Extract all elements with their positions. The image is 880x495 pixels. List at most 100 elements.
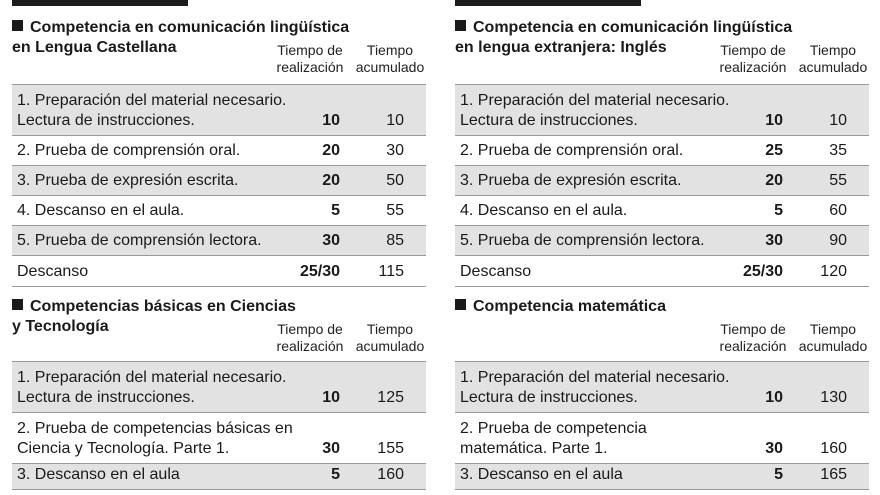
table-row: 1. Preparación del material necesario. Le… (455, 84, 869, 135)
row-label: 3. Descanso en el aula (17, 465, 307, 485)
row-label-line: 4. Descanso en el aula. (460, 202, 628, 219)
row-tiempo-realizacion: 5 (331, 466, 340, 483)
row-tiempo-acumulado: 160 (377, 466, 404, 483)
row-label-line: Lectura de instrucciones. (460, 112, 638, 129)
table-row: 1. Preparación del material necesario. Le… (12, 84, 426, 135)
row-label: 2. Prueba de comprensión oral. (17, 141, 307, 161)
row-label-line: 1. Preparación del material necesario. (460, 369, 730, 386)
column-header-line: acumulado (355, 59, 425, 75)
row-tiempo-realizacion: 30 (322, 232, 340, 249)
row-label: 2. Prueba de competencia matemática. Part… (460, 419, 750, 459)
row-tiempo-realizacion: 25/30 (299, 263, 340, 280)
table-row: 3. Prueba de expresión escrita. 20 50 (12, 165, 426, 195)
row-label-line: 3. Descanso en el aula (460, 466, 623, 483)
section-title-line1: Competencia en comunicación lingüística (30, 19, 350, 36)
row-label: 1. Preparación del material necesario. Le… (17, 91, 307, 131)
row-tiempo-realizacion: 30 (765, 232, 783, 249)
section-title-line2: en lengua extranjera: Inglés (455, 39, 667, 56)
column-header-tiempo-acumulado: Tiempo acumulado (795, 321, 871, 355)
table-row: 2. Prueba de comprensión oral. 20 30 (12, 135, 426, 165)
column-header-tiempo-realizacion: Tiempo de realización (270, 42, 350, 76)
row-label-line: Ciencia y Tecnología. Parte 1. (17, 440, 230, 457)
row-label-line: 1. Preparación del material necesario. (17, 92, 287, 109)
column-header-line: realización (719, 338, 787, 354)
row-label: 3. Prueba de expresión escrita. (460, 171, 750, 191)
row-tiempo-realizacion: 20 (322, 172, 340, 189)
row-label-line: 5. Prueba de comprensión lectora. (460, 232, 705, 249)
section-matematica: Competencia matemática Tiempo de realizaci… (455, 297, 869, 490)
table-row: 2. Prueba de competencia matemática. Part… (455, 412, 869, 463)
table-row: 2. Prueba de competencias básicas en Cien… (12, 412, 426, 463)
row-tiempo-realizacion: 10 (322, 112, 340, 129)
column-header-tiempo-realizacion: Tiempo de realización (713, 321, 793, 355)
section-title-line2: y Tecnología (12, 318, 109, 335)
row-tiempo-realizacion: 10 (322, 389, 340, 406)
row-label: 1. Preparación del material necesario. Le… (460, 91, 750, 131)
table-row: 3. Descanso en el aula 5 165 (455, 463, 869, 490)
row-tiempo-realizacion: 30 (322, 440, 340, 457)
row-tiempo-acumulado: 55 (829, 172, 847, 189)
day-header-bar (455, 0, 641, 6)
row-label: 2. Prueba de comprensión oral. (460, 141, 750, 161)
row-label-line: 3. Descanso en el aula (17, 466, 180, 483)
row-label: 3. Descanso en el aula (460, 465, 750, 485)
column-header-line: Tiempo (366, 321, 414, 337)
bullet-square-icon (12, 20, 23, 31)
row-label: Descanso (460, 262, 750, 282)
row-tiempo-acumulado: 10 (386, 112, 404, 129)
row-tiempo-acumulado: 165 (820, 466, 847, 483)
section-title-line1: Competencia en comunicación lingüística (473, 19, 793, 36)
row-label-line: 1. Preparación del material necesario. (460, 92, 730, 109)
row-label: 4. Descanso en el aula. (17, 201, 307, 221)
row-label-line: matemática. Parte 1. (460, 440, 608, 457)
column-header-line: Tiempo (366, 42, 414, 58)
row-tiempo-acumulado: 85 (386, 232, 404, 249)
row-label: 1. Preparación del material necesario. Le… (460, 368, 750, 408)
row-label-line: 2. Prueba de comprensión oral. (460, 142, 684, 159)
section-title-line2: en Lengua Castellana (12, 39, 177, 56)
bullet-square-icon (12, 299, 23, 310)
row-tiempo-acumulado: 115 (378, 263, 404, 280)
row-tiempo-acumulado: 35 (829, 142, 847, 159)
table-row: 2. Prueba de comprensión oral. 25 35 (455, 135, 869, 165)
column-header-line: Tiempo (809, 42, 857, 58)
row-tiempo-acumulado: 130 (820, 389, 847, 406)
column-header-tiempo-realizacion: Tiempo de realización (713, 42, 793, 76)
row-label: Descanso (17, 262, 307, 282)
table-row: 3. Prueba de expresión escrita. 20 55 (455, 165, 869, 195)
row-label-line: Descanso (17, 263, 89, 280)
column-header-tiempo-realizacion: Tiempo de realización (270, 321, 350, 355)
row-label-line: 1. Preparación del material necesario. (17, 369, 287, 386)
day-header-bar (12, 0, 188, 6)
row-tiempo-acumulado: 10 (829, 112, 847, 129)
row-label-line: 2. Prueba de competencias básicas en (17, 420, 293, 437)
row-label: 4. Descanso en el aula. (460, 201, 750, 221)
row-tiempo-acumulado: 55 (386, 202, 404, 219)
row-tiempo-acumulado: 60 (829, 202, 847, 219)
table-row: 3. Descanso en el aula 5 160 (12, 463, 426, 490)
section-title: Competencia matemática (455, 297, 869, 317)
section-title-line1: Competencias básicas en Ciencias (30, 298, 296, 315)
table-row: 4. Descanso en el aula. 5 55 (12, 195, 426, 225)
column-header-line: Tiempo de (277, 42, 343, 58)
column-header-line: acumulado (798, 338, 868, 354)
column-header-tiempo-acumulado: Tiempo acumulado (795, 42, 871, 76)
row-tiempo-realizacion: 10 (765, 112, 783, 129)
table-row: Descanso 25/30 120 (455, 255, 869, 287)
column-header-line: realización (276, 338, 344, 354)
column-header-line: Tiempo de (277, 321, 343, 337)
row-label: 3. Prueba de expresión escrita. (17, 171, 307, 191)
column-header-line: Tiempo de (720, 321, 786, 337)
table-row: Descanso 25/30 115 (12, 255, 426, 287)
row-tiempo-acumulado: 160 (820, 440, 847, 457)
section-lengua-castellana: Competencia en comunicación lingüística e… (12, 18, 426, 287)
table-row: 5. Prueba de comprensión lectora. 30 85 (12, 225, 426, 255)
row-tiempo-realizacion: 25/30 (742, 263, 783, 280)
row-label-line: 4. Descanso en el aula. (17, 202, 185, 219)
row-tiempo-realizacion: 25 (765, 142, 783, 159)
column-header-line: Tiempo (809, 321, 857, 337)
column-header-tiempo-acumulado: Tiempo acumulado (352, 42, 428, 76)
bullet-square-icon (455, 299, 466, 310)
schedule-table: 1. Preparación del material necesario. Le… (12, 84, 426, 287)
row-tiempo-realizacion: 30 (765, 440, 783, 457)
